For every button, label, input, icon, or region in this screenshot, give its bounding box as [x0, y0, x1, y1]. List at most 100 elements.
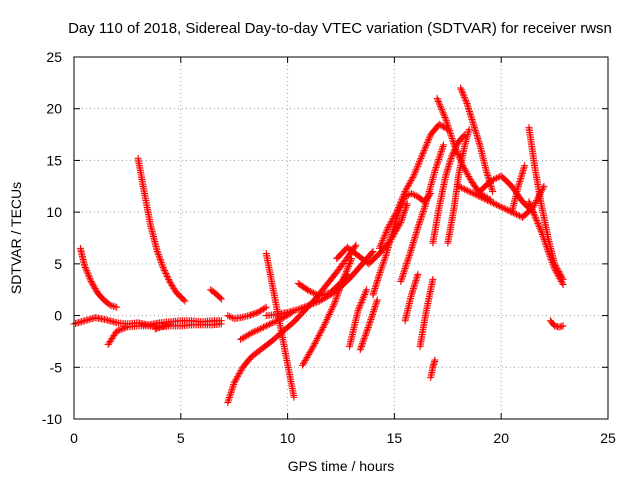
data-point — [536, 224, 544, 232]
data-point — [328, 304, 336, 312]
data-point — [387, 219, 395, 227]
data-point — [251, 310, 259, 318]
data-point — [384, 224, 392, 232]
data-point — [331, 298, 339, 306]
data-point — [397, 277, 405, 285]
data-point — [255, 308, 263, 316]
data-point — [358, 297, 366, 305]
data-point — [383, 225, 391, 233]
data-point — [420, 206, 428, 214]
data-point — [396, 200, 404, 208]
data-point — [421, 145, 429, 153]
data-point — [459, 185, 467, 193]
data-point — [438, 146, 446, 154]
data-point — [235, 369, 243, 377]
data-point — [249, 328, 257, 336]
y-tick-label: 25 — [46, 49, 62, 65]
data-point — [224, 397, 232, 405]
data-point — [122, 324, 130, 332]
data-point — [334, 290, 342, 298]
data-point — [342, 269, 350, 277]
data-point — [310, 289, 318, 297]
data-point — [493, 174, 501, 182]
data-point — [261, 304, 269, 312]
x-tick-label: 25 — [600, 430, 616, 446]
data-point — [308, 300, 316, 308]
data-point — [485, 197, 493, 205]
data-point — [247, 311, 255, 319]
series-arc-8 — [224, 241, 360, 406]
data-point — [470, 190, 478, 198]
data-point — [354, 306, 362, 314]
data-point — [255, 325, 263, 333]
data-point — [479, 194, 487, 202]
data-point — [531, 213, 539, 221]
data-point — [320, 322, 328, 330]
data-point — [471, 190, 479, 198]
data-point — [409, 173, 417, 181]
data-point — [120, 324, 128, 332]
data-point — [544, 246, 552, 254]
data-point — [342, 267, 350, 275]
data-point — [405, 253, 413, 261]
data-point — [548, 259, 556, 267]
data-point — [414, 270, 422, 278]
data-point — [159, 262, 167, 270]
series-arc-25 — [457, 84, 497, 195]
data-point — [119, 325, 127, 333]
data-point — [382, 228, 390, 236]
series-arc-5 — [151, 320, 174, 333]
data-point — [363, 327, 371, 335]
data-point — [378, 263, 386, 271]
data-point — [106, 301, 114, 309]
data-point — [434, 96, 442, 104]
data-point — [550, 263, 558, 271]
data-point — [496, 202, 504, 210]
data-point — [400, 191, 408, 199]
data-point — [438, 144, 446, 152]
data-point — [435, 155, 443, 163]
data-point — [310, 299, 318, 307]
data-point — [491, 175, 499, 183]
data-point — [411, 191, 419, 199]
data-point — [401, 265, 409, 273]
data-point — [404, 256, 412, 264]
data-point — [452, 144, 460, 152]
data-point — [321, 320, 329, 328]
data-point — [373, 296, 381, 304]
series-arc-17 — [375, 120, 452, 252]
data-point — [294, 305, 302, 313]
data-point — [457, 84, 465, 92]
data-point — [434, 159, 442, 167]
data-point — [310, 341, 318, 349]
data-point — [160, 267, 168, 275]
data-point — [547, 254, 555, 262]
data-point — [153, 325, 161, 332]
data-point — [409, 190, 417, 198]
data-point — [398, 274, 406, 282]
data-point — [227, 313, 235, 321]
data-point — [534, 220, 542, 228]
data-point — [417, 214, 425, 222]
data-point — [302, 302, 310, 310]
data-point — [441, 113, 449, 121]
data-point — [545, 249, 553, 257]
data-point — [494, 201, 502, 209]
data-point — [306, 287, 314, 295]
data-point — [318, 325, 326, 333]
data-point — [434, 98, 442, 106]
data-point — [454, 182, 462, 190]
data-point — [361, 290, 369, 298]
series-arc-29 — [525, 123, 567, 283]
data-point — [304, 286, 312, 294]
data-point — [231, 377, 239, 385]
data-point — [411, 169, 419, 177]
series-arc-15 — [356, 296, 381, 354]
data-point — [305, 301, 313, 309]
data-point — [433, 160, 441, 168]
data-point — [548, 257, 556, 265]
data-point — [364, 324, 372, 331]
data-point — [431, 167, 439, 175]
data-point — [395, 222, 403, 230]
data-point — [438, 107, 446, 115]
